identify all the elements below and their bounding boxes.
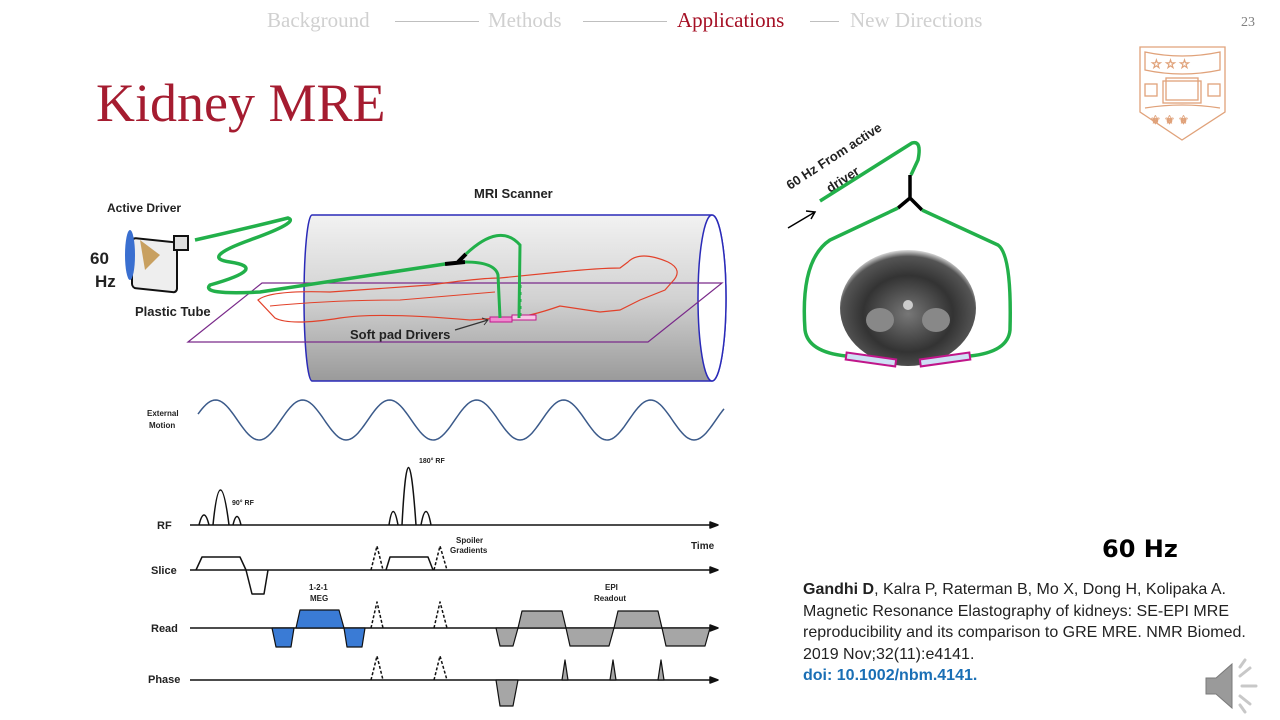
active-driver-icon <box>125 230 189 294</box>
citation-text: , Kalra P, Raterman B, Mo X, Dong H, Kol… <box>803 581 1246 663</box>
label-mri-scanner: MRI Scanner <box>474 186 553 201</box>
label-phase: Phase <box>148 674 180 686</box>
rf180-pulse <box>388 467 432 526</box>
label-spoiler: Spoiler <box>456 536 483 545</box>
label-slice: Slice <box>151 565 177 577</box>
label-readout: Readout <box>594 594 626 603</box>
pulse-sequence-diagram: External Motion RF Slice Read Phase 90° … <box>147 399 725 707</box>
epi-readout <box>495 610 711 707</box>
label-90-rf: 90° RF <box>232 499 255 507</box>
nav-background[interactable]: Background <box>267 8 370 32</box>
speaker-icon[interactable] <box>1205 658 1258 714</box>
nav-methods[interactable]: Methods <box>488 8 562 32</box>
axial-kidney-diagram: 60 Hz From active driver <box>783 120 1012 368</box>
label-soft-pad-drivers: Soft pad Drivers <box>350 327 450 342</box>
label-gradients: Gradients <box>450 546 488 555</box>
label-hz: Hz <box>95 272 116 291</box>
label-read: Read <box>151 623 178 635</box>
label-time: Time <box>691 541 715 552</box>
external-motion-wave <box>197 399 725 441</box>
page-number: 23 <box>1241 15 1255 30</box>
label-121: 1-2-1 <box>309 583 328 592</box>
page-title: Kidney MRE <box>96 73 386 133</box>
spoiler-gradients <box>370 545 448 681</box>
soft-pad-driver <box>844 351 898 368</box>
label-active-driver: Active Driver <box>107 201 181 215</box>
nav-divider <box>583 21 667 22</box>
patient-outline <box>257 255 678 323</box>
label-rf: RF <box>157 520 172 532</box>
nav-divider <box>395 21 479 22</box>
rf90-pulse <box>198 489 242 526</box>
nav-divider <box>810 21 839 22</box>
mri-setup-diagram: Active Driver 60 Hz MRI Scanner Plastic … <box>90 186 727 382</box>
first-author: Gandhi D <box>803 581 875 598</box>
doi-link[interactable]: doi: 10.1002/nbm.4141. <box>803 667 978 684</box>
nav-applications[interactable]: Applications <box>677 8 785 32</box>
label-meg: MEG <box>310 594 328 603</box>
meg-gradient <box>271 609 366 648</box>
label-60: 60 <box>90 249 109 268</box>
university-shield-logo: ☆ ☆ ☆ ⚜ ⚜ ⚜ <box>1139 46 1226 141</box>
label-plastic-tube: Plastic Tube <box>135 304 211 319</box>
svg-text:☆ ☆ ☆: ☆ ☆ ☆ <box>1151 57 1190 71</box>
slice-gradients <box>195 556 434 595</box>
label-epi: EPI <box>605 583 618 592</box>
nav-new-directions[interactable]: New Directions <box>850 8 983 32</box>
soft-pad-driver <box>918 351 972 368</box>
soft-pad-driver <box>511 314 537 321</box>
svg-text:⚜ ⚜ ⚜: ⚜ ⚜ ⚜ <box>1150 113 1189 127</box>
label-motion: Motion <box>149 421 175 430</box>
plastic-tube <box>194 216 446 295</box>
label-180-rf: 180° RF <box>419 457 445 465</box>
frequency-label: 60 Hz <box>1102 535 1178 563</box>
label-external: External <box>147 409 179 418</box>
patient-table <box>186 282 724 343</box>
reference-citation: Gandhi D, Kalra P, Raterman B, Mo X, Don… <box>803 579 1273 687</box>
